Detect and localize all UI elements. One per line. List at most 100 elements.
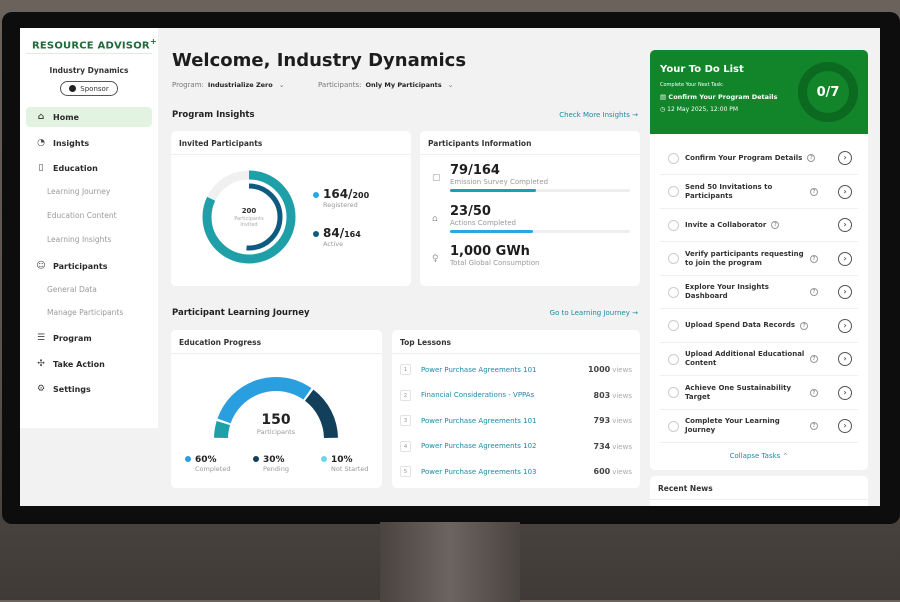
gauge-segment-completed <box>217 377 312 424</box>
help-icon[interactable]: ? <box>810 187 818 196</box>
lesson-views: 793 views <box>594 416 632 425</box>
todo-list: Confirm Your Program Details? › Send 50 In… <box>650 134 868 470</box>
lesson-row[interactable]: 1 Power Purchase Agreements 101 1000 views <box>400 357 632 382</box>
lightbulb-icon: ♀ <box>432 254 439 264</box>
lesson-row[interactable]: 5 Power Purchase Agreements 103 600 views <box>400 459 632 484</box>
lesson-row[interactable]: 4 Power Purchase Agreements 102 734 views <box>400 434 632 459</box>
task-checkbox[interactable] <box>668 152 679 164</box>
pie-chart-icon: ◔ <box>37 138 45 148</box>
sidebar-item-general-data[interactable]: General Data <box>47 285 97 294</box>
card-title: Participants Information <box>420 131 640 155</box>
next-task-link[interactable]: ▤ Confirm Your Program Details <box>660 93 777 101</box>
go-to-learning-journey-link[interactable]: Go to Learning Journey → <box>550 309 638 317</box>
program-filter[interactable]: Program: Industrialize Zero ⌄ <box>172 81 285 89</box>
next-task-label: Complete Your Next Task: <box>660 82 724 88</box>
chevron-right-circle-icon[interactable]: › <box>838 251 852 266</box>
sidebar-item-participants[interactable]: ☺ Participants <box>26 256 152 276</box>
task-item[interactable]: Verify participants requesting to join t… <box>660 243 858 276</box>
legend-completed: 60% Completed <box>185 455 230 473</box>
views-label: views <box>612 442 632 451</box>
sidebar-item-education[interactable]: ▯ Education <box>26 158 152 178</box>
progress-bar <box>450 230 630 233</box>
task-checkbox[interactable] <box>668 387 679 398</box>
sidebar-item-insights[interactable]: ◔ Insights <box>26 133 152 153</box>
help-icon[interactable]: ? <box>810 388 818 397</box>
puzzle-icon: ✣ <box>37 359 45 369</box>
monitor-stand <box>380 522 520 602</box>
lesson-title[interactable]: Power Purchase Agreements 102 <box>421 442 537 450</box>
lesson-title[interactable]: Power Purchase Agreements 101 <box>421 416 537 425</box>
help-icon[interactable]: ? <box>810 355 818 363</box>
invited-participants-card: Invited Participants 200 Participants In… <box>171 131 411 286</box>
chevron-right-circle-icon[interactable]: › <box>838 151 852 165</box>
task-checkbox[interactable] <box>668 219 679 231</box>
task-checkbox[interactable] <box>668 353 679 365</box>
stat-actions: 23/50 Actions Completed <box>450 204 630 233</box>
gear-icon: ⚙ <box>36 384 46 394</box>
sidebar-item-program[interactable]: ☰ Program <box>26 328 152 348</box>
help-icon[interactable]: ? <box>810 422 818 430</box>
section-title: Participant Learning Journey <box>172 308 310 318</box>
arrow-right-icon: → <box>632 309 638 317</box>
card-title: Education Progress <box>171 330 382 354</box>
chevron-right-circle-icon[interactable]: › <box>838 318 852 333</box>
task-item[interactable]: Upload Spend Data Records? › <box>660 310 858 343</box>
help-icon[interactable]: ? <box>807 154 816 162</box>
help-icon[interactable]: ? <box>810 254 818 263</box>
chevron-right-circle-icon[interactable]: › <box>838 352 852 366</box>
lesson-row[interactable]: 2 Financial Considerations - VPPAs 803 view… <box>400 383 632 408</box>
participants-filter[interactable]: Participants: Only My Participants ⌄ <box>318 81 453 89</box>
help-icon[interactable]: ? <box>800 321 809 330</box>
lesson-title[interactable]: Power Purchase Agreements 101 <box>421 365 537 374</box>
lesson-title[interactable]: Financial Considerations - VPPAs <box>421 391 535 399</box>
task-checkbox[interactable] <box>668 286 679 298</box>
chevron-right-circle-icon[interactable]: › <box>838 385 852 400</box>
chevron-right-circle-icon[interactable]: › <box>838 218 852 232</box>
sidebar-item-settings[interactable]: ⚙ Settings <box>26 379 152 399</box>
logo[interactable]: RESOURCE ADVISOR+ <box>32 36 157 52</box>
link-label: Go to Learning Journey <box>549 309 630 317</box>
task-item[interactable]: Upload Additional Educational Content? › <box>660 343 858 376</box>
progress-fill <box>450 189 537 192</box>
check-more-insights-link[interactable]: Check More Insights → <box>559 111 638 119</box>
chevron-right-circle-icon[interactable]: › <box>838 419 852 433</box>
task-item[interactable]: Achieve One Sustainability Target? › <box>660 377 858 410</box>
task-checkbox[interactable] <box>668 420 679 432</box>
sidebar-item-take-action[interactable]: ✣ Take Action <box>26 354 152 374</box>
recent-news-card: Recent News <box>650 476 868 506</box>
help-icon[interactable]: ? <box>810 288 818 296</box>
task-checkbox[interactable] <box>668 186 679 197</box>
registered-value: 164/ <box>323 187 353 201</box>
help-icon[interactable]: ? <box>771 221 780 229</box>
views-count: 600 <box>593 467 611 476</box>
task-label: Achieve One Sustainability Target <box>685 383 792 401</box>
stat-value: 23/50 <box>450 204 491 219</box>
task-item[interactable]: Send 50 Invitations to Participants? › <box>660 176 858 209</box>
task-item[interactable]: Explore Your Insights Dashboard? › <box>660 276 858 309</box>
nav-label: Program <box>53 333 92 343</box>
sidebar-item-home[interactable]: ⌂ Home <box>26 107 152 127</box>
lesson-rank: 1 <box>400 364 411 375</box>
donut-center-value: 200 <box>241 207 257 215</box>
collapse-tasks-button[interactable]: Collapse Tasks ⌃ <box>650 452 868 460</box>
sidebar-item-manage-participants[interactable]: Manage Participants <box>47 308 124 317</box>
progress-fill <box>450 230 533 233</box>
role-badge: Sponsor <box>60 81 118 96</box>
task-item[interactable]: Complete Your Learning Journey? › <box>660 410 858 443</box>
sidebar-item-education-content[interactable]: Education Content <box>47 211 117 220</box>
todo-progress-ring: 0/7 <box>798 62 858 122</box>
lesson-row[interactable]: 3 Power Purchase Agreements 101 793 views <box>400 408 632 433</box>
chevron-right-circle-icon[interactable]: › <box>838 184 852 199</box>
legend-not-started: 10% Not Started <box>321 455 368 473</box>
task-item[interactable]: Invite a Collaborator? › <box>660 209 858 242</box>
chevron-right-circle-icon[interactable]: › <box>838 285 852 299</box>
sidebar-item-learning-insights[interactable]: Learning Insights <box>47 235 112 244</box>
sidebar-item-learning-journey[interactable]: Learning Journey <box>47 187 111 196</box>
task-checkbox[interactable] <box>668 253 679 264</box>
legend-dot <box>321 456 327 462</box>
task-checkbox[interactable] <box>668 320 679 331</box>
chevron-down-icon: ⌄ <box>447 81 454 89</box>
task-item[interactable]: Confirm Your Program Details? › <box>660 142 858 175</box>
lesson-title[interactable]: Power Purchase Agreements 103 <box>421 467 537 476</box>
task-label: Explore Your Insights Dashboard <box>685 283 769 300</box>
